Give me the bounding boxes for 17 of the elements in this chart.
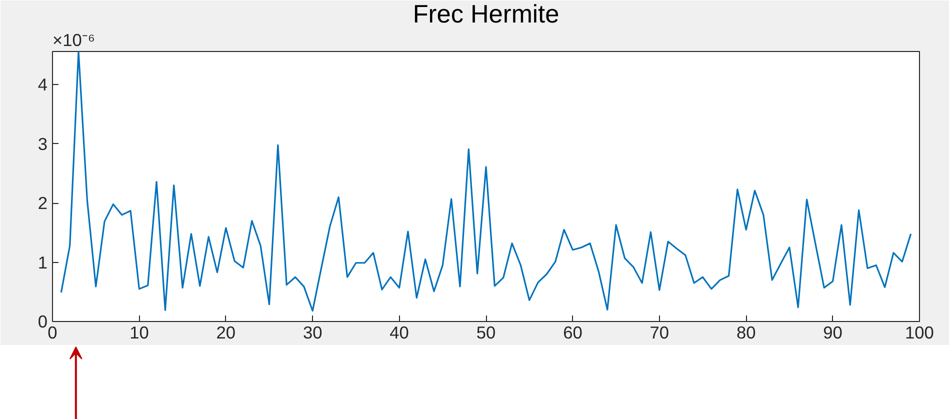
x-tick-label: 80 [736, 322, 756, 342]
y-tick-label: 1 [38, 252, 48, 272]
x-tick-label: 60 [563, 322, 582, 342]
x-tick-label: 70 [650, 322, 670, 342]
x-tick-label: 10 [130, 322, 149, 342]
x-tick-label: 30 [302, 322, 322, 342]
line-series [60, 52, 912, 312]
x-tick-label: 90 [823, 322, 842, 342]
y-tick-label: 2 [38, 193, 48, 214]
x-tick-label: 100 [905, 322, 934, 342]
text: ×10⁻⁶ [52, 30, 96, 50]
x-tick-label: 20 [216, 322, 236, 342]
x-tick-label: 40 [390, 322, 409, 342]
y-tick-label: 3 [38, 134, 48, 154]
chart-title: Frec Hermite [412, 0, 560, 28]
y-tick-label: 4 [38, 74, 48, 95]
x-tick-label: 50 [476, 322, 496, 342]
